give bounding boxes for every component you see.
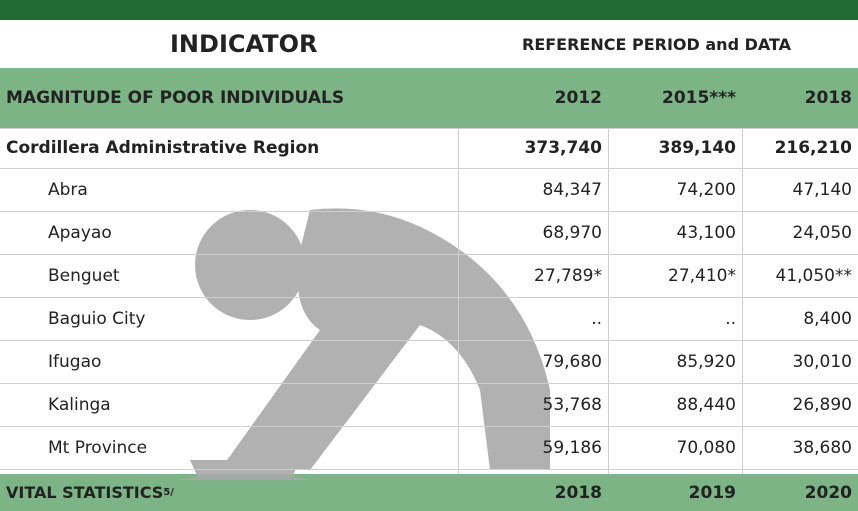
row-divider bbox=[0, 128, 858, 129]
row-value: .. bbox=[725, 308, 736, 329]
row-value: 38,680 bbox=[792, 437, 852, 458]
row-value: 30,010 bbox=[792, 351, 852, 372]
row-value: 27,410* bbox=[668, 265, 736, 286]
row-value: 53,768 bbox=[542, 394, 602, 415]
row-value: 47,140 bbox=[792, 179, 852, 200]
row-value: 373,740 bbox=[524, 138, 602, 158]
row-name: Abra bbox=[48, 179, 88, 200]
row-divider bbox=[0, 254, 858, 255]
row-value: 59,186 bbox=[542, 437, 602, 458]
row-name: Mt Province bbox=[48, 437, 148, 458]
year-header: 2015*** bbox=[662, 88, 736, 108]
row-divider bbox=[0, 426, 858, 427]
row-name: Apayao bbox=[48, 222, 112, 243]
row-name: Ifugao bbox=[48, 351, 102, 372]
footer-year: 2019 bbox=[688, 482, 736, 503]
col-divider bbox=[458, 128, 459, 474]
row-divider bbox=[0, 469, 858, 470]
row-divider bbox=[0, 340, 858, 341]
row-value: 43,100 bbox=[676, 222, 736, 243]
row-divider bbox=[0, 168, 858, 169]
row-divider bbox=[0, 297, 858, 298]
col-divider bbox=[742, 128, 743, 474]
row-value: 216,210 bbox=[774, 138, 852, 158]
watermark bbox=[179, 208, 550, 480]
row-value: 41,050** bbox=[775, 265, 852, 286]
row-value: .. bbox=[591, 308, 602, 329]
row-value: 27,789* bbox=[534, 265, 602, 286]
row-value: 85,920 bbox=[676, 351, 736, 372]
row-value: 79,680 bbox=[542, 351, 602, 372]
footer-year: 2018 bbox=[554, 482, 602, 503]
row-name: Baguio City bbox=[48, 308, 146, 329]
footer-title: VITAL STATISTICS 5/ bbox=[6, 483, 174, 502]
year-header: 2018 bbox=[804, 88, 852, 108]
reference-header: REFERENCE PERIOD and DATA bbox=[522, 34, 792, 54]
row-value: 88,440 bbox=[676, 394, 736, 415]
row-value: 8,400 bbox=[803, 308, 852, 329]
footer-year: 2020 bbox=[804, 482, 852, 503]
row-divider bbox=[0, 383, 858, 384]
row-value: 70,080 bbox=[676, 437, 736, 458]
top-bar bbox=[0, 0, 858, 20]
indicator-header: INDICATOR bbox=[170, 30, 318, 58]
row-value: 74,200 bbox=[676, 179, 736, 200]
row-value: 389,140 bbox=[658, 138, 736, 158]
row-value: 24,050 bbox=[792, 222, 852, 243]
row-value: 84,347 bbox=[542, 179, 602, 200]
row-divider bbox=[0, 211, 858, 212]
row-name: Benguet bbox=[48, 265, 120, 286]
footnote-ref: 5/ bbox=[163, 487, 174, 498]
row-value: 68,970 bbox=[542, 222, 602, 243]
section-band bbox=[0, 68, 858, 128]
footer-band bbox=[0, 474, 858, 511]
row-value: 26,890 bbox=[792, 394, 852, 415]
year-header: 2012 bbox=[554, 88, 602, 108]
row-name: Kalinga bbox=[48, 394, 111, 415]
col-divider bbox=[608, 128, 609, 474]
section-title: MAGNITUDE OF POOR INDIVIDUALS bbox=[6, 88, 345, 108]
row-name: Cordillera Administrative Region bbox=[6, 138, 320, 158]
